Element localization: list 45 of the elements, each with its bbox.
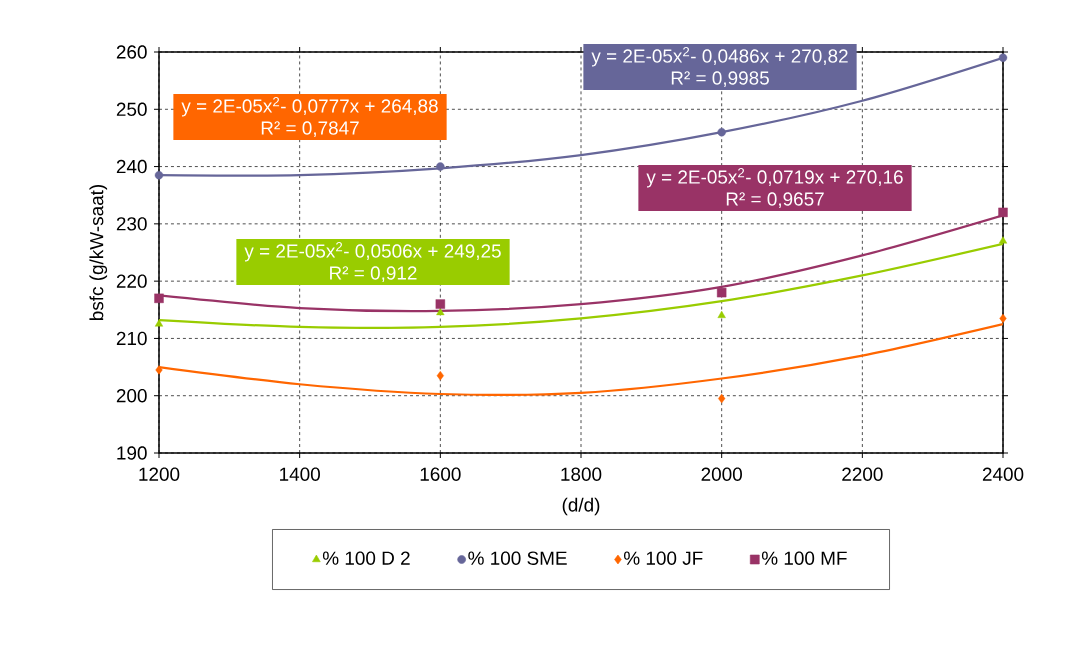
point (436, 162, 445, 171)
point (998, 236, 1008, 244)
point (717, 127, 726, 137)
y-tick-label: 200 (116, 389, 147, 403)
annotation: y = 2E-05x$^{2}$- 0,0777x + 264,88 (181, 97, 438, 117)
point (435, 299, 446, 309)
annotation: R² = 0,9657 (726, 192, 824, 208)
x-tick-label: 1200 (139, 467, 180, 481)
annotation: y = 2E-05x$^{2}$- 0,0486x + 270,82 (591, 47, 848, 67)
point (154, 319, 164, 327)
legend-label: % 100 JF (624, 551, 703, 565)
legend-label: % 100 D 2 (322, 551, 410, 565)
annotation: y = 2E-05x$^{2}$- 0,0719x + 270,16 (646, 168, 903, 188)
annotation: R² = 0,912 (330, 266, 417, 282)
point (155, 365, 163, 375)
y-tick-label: 260 (116, 45, 147, 59)
x-axis-title: (d/d) (562, 497, 600, 516)
legend-label: % 100 SME (468, 551, 567, 565)
point (154, 170, 164, 180)
annotation: R² = 0,7847 (261, 121, 359, 137)
annotation: R² = 0,9985 (671, 71, 769, 87)
point (436, 370, 444, 381)
point (717, 310, 726, 318)
x-tick-label: 2400 (982, 467, 1024, 481)
point (716, 287, 727, 298)
point (998, 53, 1008, 62)
point (436, 307, 445, 316)
legend-label: % 100 MF (761, 551, 847, 565)
x-tick-label: 1600 (420, 467, 461, 481)
x-tick-label: 1800 (561, 467, 602, 481)
y-tick-label: 220 (116, 274, 147, 288)
y-tick-label: 240 (116, 159, 147, 174)
point (718, 393, 726, 404)
x-tick-label: 2000 (701, 467, 742, 481)
annotation: y = 2E-05x$^{2}$- 0,0506x + 249,25 (244, 242, 501, 262)
x-tick-label: 2200 (842, 467, 883, 481)
y-tick-label: 210 (116, 331, 147, 346)
point (999, 313, 1007, 324)
point (154, 293, 164, 304)
y-axis-title: bsfc (g/kW-saat) (89, 184, 108, 320)
y-tick-label: 190 (117, 446, 147, 460)
point (998, 207, 1008, 218)
y-tick-label: 230 (116, 217, 147, 231)
x-tick-label: 1400 (280, 467, 320, 481)
y-tick-label: 250 (116, 102, 147, 116)
